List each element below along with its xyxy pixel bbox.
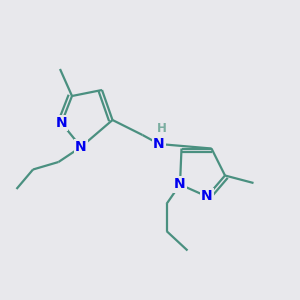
Text: N: N	[56, 116, 67, 130]
Text: N: N	[153, 137, 165, 151]
Text: N: N	[174, 178, 186, 191]
Text: H: H	[157, 122, 167, 135]
Text: N: N	[201, 190, 213, 203]
Text: N: N	[75, 140, 87, 154]
